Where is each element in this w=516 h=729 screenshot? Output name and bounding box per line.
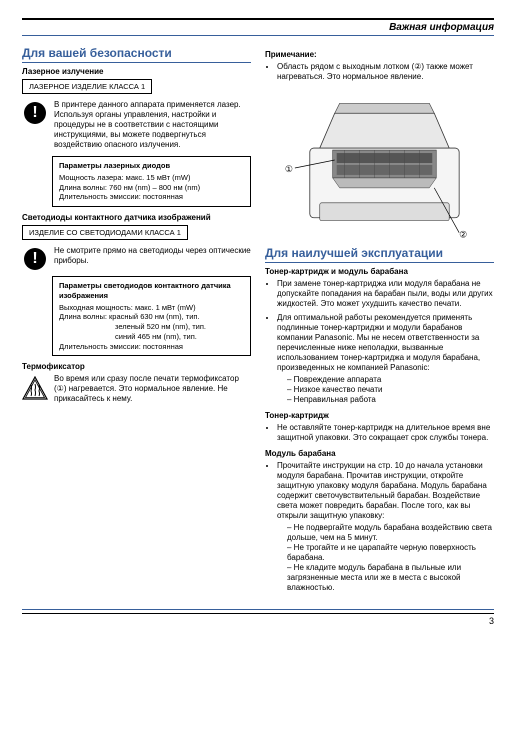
callout-2-label: ② — [459, 230, 467, 238]
right-column: Примечание: Область рядом с выходным лот… — [265, 46, 494, 599]
header-title: Важная информация — [22, 22, 494, 35]
toner-drum-d2: Низкое качество печати — [287, 385, 494, 395]
printer-figure: ① ② — [265, 88, 494, 238]
led-warning-text: Не смотрите прямо на светодиоды через оп… — [54, 246, 251, 270]
fuser-warning-text: Во время или сразу после печати термофик… — [54, 374, 251, 404]
note-text: Область рядом с выходным лотком (②) такж… — [277, 62, 494, 82]
drum-d3: Не кладите модуль барабана в пыльные или… — [287, 563, 494, 593]
toner-drum-b1: При замене тонер-картриджа или модуля ба… — [277, 279, 494, 309]
laser-param-l2: Длина волны: 760 нм (nm) – 800 нм (nm) — [59, 183, 244, 193]
led-class-label: ИЗДЕЛИЕ СО СВЕТОДИОДАМИ КЛАССА 1 — [22, 225, 188, 240]
toner-drum-d1: Повреждение аппарата — [287, 375, 494, 385]
toner-drum-d3: Неправильная работа — [287, 395, 494, 405]
laser-param-title: Параметры лазерных диодов — [59, 161, 244, 171]
content-columns: Для вашей безопасности Лазерное излучени… — [22, 46, 494, 599]
warning-icon: ! — [24, 102, 46, 124]
drum-subhead: Модуль барабана — [265, 449, 494, 458]
toner-b1: Не оставляйте тонер-картридж на длительн… — [277, 423, 494, 443]
warning-icon: ! — [24, 248, 46, 270]
laser-subhead: Лазерное излучение — [22, 67, 251, 76]
safety-section-title: Для вашей безопасности — [22, 46, 251, 63]
heat-warning-icon — [22, 376, 48, 400]
drum-d1: Не подвергайте модуль барабана воздейств… — [287, 523, 494, 543]
laser-param-l3: Длительность эмиссии: постоянная — [59, 192, 244, 202]
drum-d2: Не трогайте и не царапайте черную поверх… — [287, 543, 494, 563]
fuser-subhead: Термофиксатор — [22, 362, 251, 371]
drum-b1: Прочитайте инструкции на стр. 10 до нача… — [277, 461, 494, 593]
led-param-l2: Длина волны: красный 630 нм (nm), тип. — [59, 312, 244, 322]
left-column: Для вашей безопасности Лазерное излучени… — [22, 46, 251, 599]
laser-param-l1: Мощность лазера: макс. 15 мВт (mW) — [59, 173, 244, 183]
note-head: Примечание: — [265, 50, 494, 59]
toner-drum-b2: Для оптимальной работы рекомендуется при… — [277, 313, 494, 405]
laser-warning-text: В принтере данного аппарата применяется … — [54, 100, 251, 150]
led-param-l1: Выходная мощность: макс. 1 мВт (mW) — [59, 303, 244, 313]
best-use-section-title: Для наилучшей эксплуатации — [265, 246, 494, 263]
led-param-box: Параметры светодиодов контактного датчик… — [52, 276, 251, 356]
toner-subhead: Тонер-картридж — [265, 411, 494, 420]
laser-class-label: ЛАЗЕРНОЕ ИЗДЕЛИЕ КЛАССА 1 — [22, 79, 152, 94]
footer: 3 — [22, 609, 494, 626]
led-param-l4: синий 465 нм (nm), тип. — [59, 332, 244, 342]
led-param-l3: зеленый 520 нм (nm), тип. — [59, 322, 244, 332]
laser-param-box: Параметры лазерных диодов Мощность лазер… — [52, 156, 251, 207]
callout-1-label: ① — [285, 164, 293, 174]
led-subhead: Светодиоды контактного датчика изображен… — [22, 213, 251, 222]
led-param-l5: Длительность эмиссии: постоянная — [59, 342, 244, 352]
toner-drum-subhead: Тонер-картридж и модуль барабана — [265, 267, 494, 276]
led-param-title: Параметры светодиодов контактного датчик… — [59, 281, 244, 301]
page-number: 3 — [22, 613, 494, 626]
